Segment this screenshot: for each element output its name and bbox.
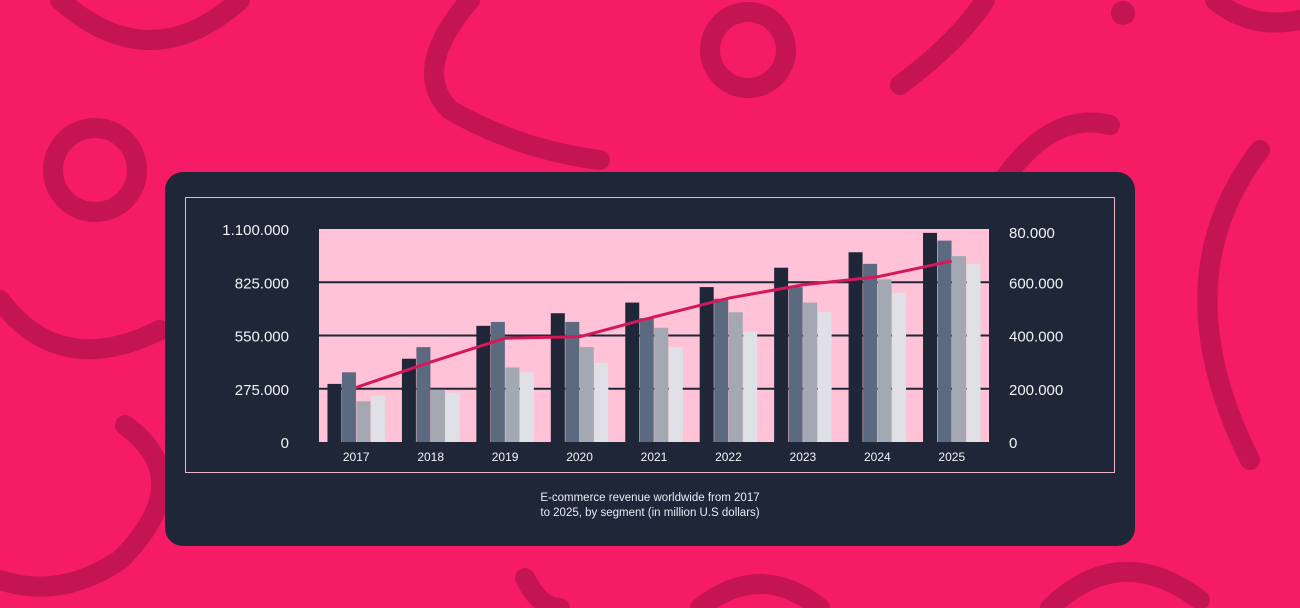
bar-2018-series-4 xyxy=(445,392,460,442)
bar-2019-series-1 xyxy=(476,325,491,442)
left-axis-tick: 0 xyxy=(281,435,289,452)
bar-2020-series-2 xyxy=(565,321,580,442)
bar-2022-series-1 xyxy=(699,287,714,442)
bar-2019-series-3 xyxy=(505,367,520,442)
caption-line-2: to 2025, by segment (in million U.S doll… xyxy=(540,507,760,519)
bar-2023-series-2 xyxy=(788,287,803,442)
doodle-ring-left xyxy=(43,118,147,222)
bar-2018-series-3 xyxy=(430,389,445,442)
bar-2020-series-1 xyxy=(550,313,565,442)
doodle-arc-top-left xyxy=(50,0,250,50)
x-axis-tick: 2019 xyxy=(492,450,519,464)
left-axis-tick: 1.100.000 xyxy=(222,222,289,239)
bar-2022-series-4 xyxy=(743,331,758,442)
bar-2017-series-1 xyxy=(327,383,342,442)
bar-2022-series-2 xyxy=(714,298,729,442)
x-axis-tick: 2018 xyxy=(417,450,444,464)
bar-2018-series-2 xyxy=(416,347,431,442)
x-axis-tick: 2021 xyxy=(641,450,668,464)
caption-line-1: E-commerce revenue worldwide from 2017 xyxy=(540,492,760,504)
bar-2017-series-4 xyxy=(370,395,385,442)
right-axis-tick: 80.000 xyxy=(1009,225,1055,242)
bar-2024-series-1 xyxy=(848,252,863,442)
doodle-ring-top xyxy=(700,2,796,98)
bar-2021-series-4 xyxy=(668,347,683,442)
doodle-arc-far-right xyxy=(1197,140,1270,470)
bar-2019-series-4 xyxy=(519,372,534,442)
right-axis-tick: 0 xyxy=(1009,435,1017,452)
right-axis-tick: 400.000 xyxy=(1009,329,1063,346)
bar-2021-series-3 xyxy=(654,327,669,442)
left-axis-tick: 550.000 xyxy=(235,329,289,346)
bar-2019-series-2 xyxy=(490,321,505,442)
bar-2023-series-1 xyxy=(774,267,789,442)
trend-line xyxy=(355,259,953,389)
doodle-dot-top-right xyxy=(1111,1,1135,25)
chart-caption: E-commerce revenue worldwide from 2017 t… xyxy=(480,491,820,521)
bar-2020-series-4 xyxy=(594,362,609,442)
x-axis-tick: 2024 xyxy=(864,450,891,464)
bar-2024-series-4 xyxy=(892,292,907,442)
right-axis-tick: 200.000 xyxy=(1009,382,1063,399)
bar-2024-series-2 xyxy=(863,263,878,442)
bar-2025-series-3 xyxy=(952,256,967,442)
doodle-arc-bottom-center xyxy=(690,574,830,608)
bar-2023-series-3 xyxy=(803,302,818,442)
right-axis-tick: 600.000 xyxy=(1009,275,1063,292)
bar-2023-series-4 xyxy=(817,312,832,442)
doodle-wave-left xyxy=(0,290,170,360)
bar-2025-series-1 xyxy=(923,232,938,442)
bar-2020-series-3 xyxy=(579,347,594,442)
bar-2017-series-3 xyxy=(356,401,371,442)
doodle-arc-right xyxy=(990,112,1120,195)
bar-2018-series-1 xyxy=(401,358,416,442)
doodle-wave-top xyxy=(424,0,610,170)
chart-frame xyxy=(185,197,1115,473)
bar-2017-series-2 xyxy=(341,372,356,442)
bar-2021-series-1 xyxy=(625,302,640,442)
x-axis-tick: 2017 xyxy=(343,450,370,464)
bar-2024-series-3 xyxy=(877,279,892,442)
left-axis-tick: 275.000 xyxy=(235,382,289,399)
x-axis-tick: 2025 xyxy=(938,450,965,464)
doodle-loop-bottom-left xyxy=(0,415,172,597)
doodle-corner-top-right xyxy=(1205,0,1300,33)
x-axis-tick: 2022 xyxy=(715,450,742,464)
doodle-arc-bottom-right xyxy=(1040,562,1210,608)
x-axis-tick: 2020 xyxy=(566,450,593,464)
left-axis-tick: 825.000 xyxy=(235,275,289,292)
bar-2022-series-3 xyxy=(728,312,743,442)
doodle-curve-top-right xyxy=(890,0,995,95)
bar-2025-series-4 xyxy=(966,263,981,442)
bar-2021-series-2 xyxy=(639,318,654,442)
bar-2025-series-2 xyxy=(937,240,952,442)
x-axis-tick: 2023 xyxy=(790,450,817,464)
